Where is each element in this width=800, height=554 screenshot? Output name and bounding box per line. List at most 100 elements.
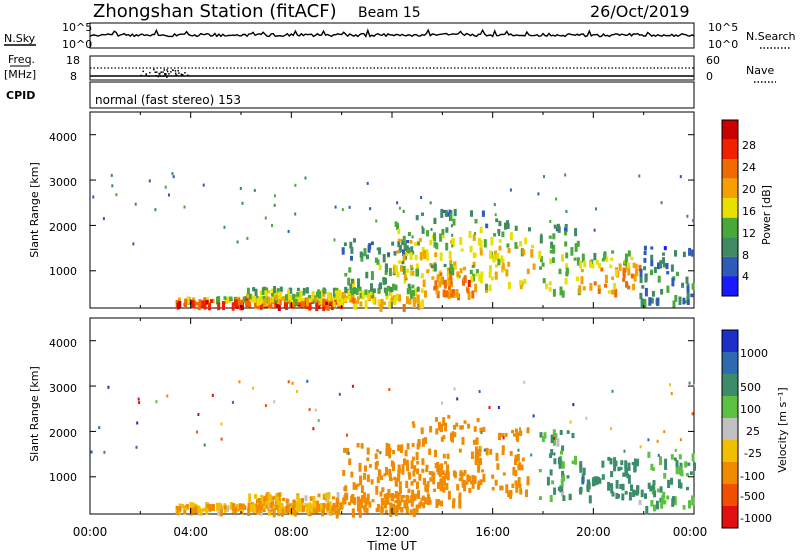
- echo-cell: [467, 279, 471, 287]
- echo-cell: [566, 430, 570, 434]
- echo-cell: [439, 272, 443, 277]
- echo-cell: [412, 470, 416, 477]
- freq-dot: [180, 73, 183, 75]
- freq-dot: [154, 71, 156, 73]
- echo-cell: [564, 241, 568, 247]
- echo-cell: [610, 486, 614, 494]
- echo-cell: [561, 461, 565, 468]
- echo-cell: [441, 401, 443, 405]
- echo-cell: [448, 286, 451, 291]
- echo-cell: [297, 293, 301, 302]
- echo-cell: [638, 499, 642, 506]
- echo-cell: [355, 288, 359, 295]
- echo-cell: [630, 273, 634, 279]
- echo-cell: [639, 445, 642, 449]
- colorbar-swatch: [722, 352, 738, 374]
- echo-cell: [471, 290, 475, 299]
- echo-cell: [278, 505, 282, 511]
- echo-cell: [271, 288, 275, 292]
- echo-cell: [334, 290, 338, 295]
- echo-cell: [273, 194, 276, 198]
- echo-cell: [343, 242, 347, 247]
- echo-cell: [337, 301, 341, 307]
- echo-cell: [350, 246, 354, 254]
- echo-cell: [494, 271, 498, 280]
- echo-cell: [279, 286, 283, 293]
- echo-cell: [491, 474, 495, 479]
- echo-cell: [679, 482, 683, 489]
- echo-cell: [403, 273, 407, 280]
- vel-cbar-tick-minus100: -100: [740, 470, 765, 483]
- velocity-data: [90, 379, 696, 519]
- freq-dot: [165, 73, 167, 75]
- echo-cell: [431, 276, 435, 280]
- echo-cell: [588, 495, 592, 504]
- echo-cell: [398, 245, 402, 253]
- echo-cell: [491, 487, 495, 491]
- echo-cell: [572, 403, 575, 407]
- echo-cell: [396, 250, 400, 254]
- echo-cell: [134, 202, 137, 206]
- echo-cell: [353, 287, 357, 294]
- echo-cell: [420, 196, 423, 199]
- echo-cell: [416, 481, 419, 490]
- echo-cell: [645, 505, 649, 515]
- echo-cell: [628, 492, 632, 501]
- echo-cell: [507, 248, 511, 254]
- echo-cell: [220, 437, 223, 441]
- echo-cell: [433, 241, 437, 248]
- echo-cell: [410, 494, 414, 501]
- echo-cell: [341, 247, 345, 255]
- echo-cell: [216, 502, 219, 512]
- echo-cell: [489, 265, 492, 273]
- echo-cell: [494, 479, 498, 486]
- echo-cell: [449, 276, 453, 286]
- echo-cell: [650, 259, 654, 267]
- echo-cell: [550, 244, 552, 248]
- echo-cell: [518, 462, 522, 471]
- echo-cell: [259, 303, 263, 310]
- echo-cell: [626, 473, 630, 479]
- echo-cell: [568, 494, 572, 501]
- echo-cell: [574, 228, 578, 237]
- echo-cell: [561, 470, 565, 478]
- echo-cell: [327, 492, 331, 497]
- echo-cell: [255, 295, 259, 300]
- echo-cell: [559, 430, 563, 435]
- echo-cell: [412, 508, 416, 518]
- echo-cell: [659, 486, 663, 493]
- echo-cell: [676, 271, 679, 277]
- echo-cell: [302, 300, 306, 307]
- echo-cell: [662, 257, 665, 264]
- echo-cell: [496, 252, 500, 261]
- echo-cell: [580, 269, 584, 273]
- echo-cell: [175, 299, 179, 304]
- freq-dot: [153, 68, 155, 71]
- echo-cell: [670, 477, 674, 485]
- echo-cell: [413, 479, 417, 483]
- echo-cell: [206, 504, 210, 508]
- echo-cell: [321, 508, 325, 517]
- echo-cell: [451, 289, 455, 296]
- echo-cell: [613, 457, 617, 466]
- echo-cell: [327, 298, 331, 303]
- echo-cell: [348, 502, 352, 506]
- freq-right-tick-top: 60: [706, 54, 720, 67]
- echo-cell: [439, 468, 443, 473]
- echo-cell: [205, 507, 209, 515]
- echo-cell: [304, 502, 308, 508]
- echo-cell: [358, 509, 362, 518]
- echo-cell: [506, 223, 510, 229]
- echo-cell: [260, 507, 264, 516]
- echo-cell: [555, 197, 558, 201]
- echo-cell: [323, 288, 327, 294]
- echo-cell: [384, 271, 388, 275]
- echo-cell: [643, 258, 647, 263]
- echo-cell: [258, 500, 262, 510]
- power-data: [92, 172, 695, 312]
- echo-cell: [670, 454, 674, 460]
- echo-cell: [409, 290, 413, 300]
- echo-cell: [581, 476, 585, 485]
- echo-cell: [669, 383, 672, 387]
- echo-cell: [111, 184, 114, 188]
